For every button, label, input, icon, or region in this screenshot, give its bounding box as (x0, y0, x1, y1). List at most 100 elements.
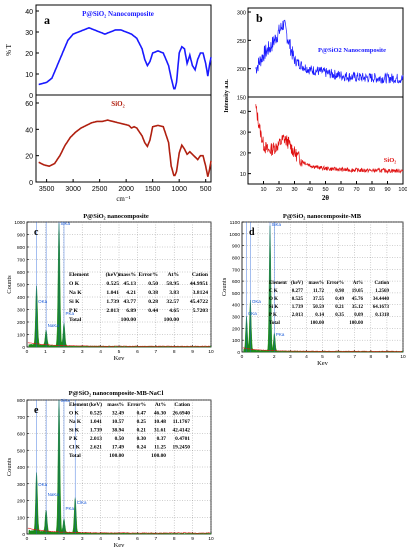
table-cell: 11.72 (313, 289, 324, 294)
table-header: Cation (375, 281, 390, 286)
x-tick-label: 70 (353, 187, 359, 193)
table-cell: 1.2569 (375, 289, 389, 294)
table-cell: 43.77 (123, 299, 136, 305)
table-cell: 46.30 (154, 411, 166, 417)
y-tick-label-lower: 30 (240, 131, 246, 137)
y-tick-label-lower: 20 (240, 151, 246, 157)
table-cell: 0.09 (354, 313, 363, 318)
table-cell: 0.49 (335, 297, 344, 302)
panel-e-eds: 100 200 300 400 500 600 700 800 0 1 2 3 4 5 6 7 8 9 10 0 OKa… (0, 378, 215, 550)
xrd-chart: b 150 200 250 300 P@SiO2 Nanocomposite 10 20 30 4… (224, 7, 407, 202)
ftir-chart: 0 10 20 30 40 P@SiO₂ Nanocomposite a 0 20 40 60 SiO… (5, 4, 212, 203)
table-header: (keV) (106, 271, 119, 278)
table-cell: 42.4142 (172, 428, 190, 434)
table-cell: 0.30 (137, 436, 147, 442)
peak-label-oka: OKa (38, 299, 48, 304)
table-cell: 1.041 (90, 419, 102, 425)
peak-label-oka: OKa (252, 299, 262, 304)
series-label-nanocomposite: P@SiO2 Nanocomposite (318, 47, 386, 54)
table-cell: C K (269, 289, 278, 294)
y-tick-label: 400 (17, 465, 25, 471)
table-cell: 0.525 (292, 297, 304, 302)
table-cell: 1.041 (106, 290, 119, 296)
y-tick-label: 500 (17, 283, 25, 289)
table-header: Element (69, 402, 88, 408)
x-tick-label: 0 (26, 349, 29, 355)
x-tick-label: 10 (208, 349, 214, 355)
table-cell: 35.12 (352, 305, 364, 310)
table-cell: 17.49 (112, 445, 124, 451)
table-cell: O K (69, 281, 80, 287)
peak-label-sika: SiKa (61, 398, 71, 403)
table-header: At% (353, 281, 363, 286)
table-cell: 0.44 (148, 308, 158, 314)
table-cell: 0.21 (137, 428, 147, 434)
y-tick-label: 900 (232, 244, 240, 250)
table-cell: 0.37 (157, 436, 167, 442)
y-axis-label: % T (5, 43, 13, 55)
y-tick-label: 700 (232, 267, 240, 273)
y-tick-label-lower: 40 (25, 127, 33, 134)
table-header: Element (269, 281, 287, 286)
table-cell: 4.65 (169, 308, 179, 314)
series-label-nanocomposite: P@SiO₂ Nanocomposite (82, 10, 154, 18)
y-tick-label: 0 (22, 532, 25, 538)
table-cell: P K (69, 308, 79, 314)
peak-label-pka: PKa (276, 332, 285, 337)
x-tick-label: 0 (26, 536, 29, 542)
table-cell: Total (69, 317, 82, 323)
y-tick-label: 100 (17, 333, 25, 339)
table-cell: P K (69, 436, 78, 442)
table-cell: 0.1318 (375, 313, 389, 318)
table-cell: 11.25 (154, 445, 166, 451)
x-axis-label: Kev (114, 355, 126, 362)
x-tick-label: 5 (118, 536, 121, 542)
y-tick-label-upper: 40 (25, 9, 33, 16)
y-tick-label: 0 (22, 345, 25, 351)
y-tick-label-upper: 20 (25, 51, 33, 58)
table-cell: 0.47 (137, 411, 147, 417)
table-cell: 44.9951 (190, 281, 208, 287)
table-cell: 45.13 (123, 281, 136, 287)
peak-label-clka: ClKa (77, 500, 87, 505)
panel-d-eds: 100 200 300 400 500 600 700 800 900 1000 1100 0 1 2 3 4… (220, 208, 407, 366)
table-cell: 100.00 (121, 317, 137, 323)
table-cell: 19.05 (352, 289, 364, 294)
x-tick-label: 1000 (171, 186, 187, 193)
y-tick-label: 700 (17, 258, 25, 264)
x-tick-label: 30 (291, 187, 297, 193)
y-tick-label: 600 (17, 432, 25, 438)
x-axis-label: Kev (317, 360, 329, 366)
table-cell: O K (69, 411, 80, 417)
table-cell: 0.4701 (175, 436, 190, 442)
series-line-nanocomposite (38, 26, 212, 90)
table-header: (keV) (89, 401, 102, 408)
peak-label-sika: SiKa (272, 222, 282, 227)
table-cell: 34.4440 (373, 297, 390, 302)
y-tick-label: 200 (232, 326, 240, 332)
peak-label-naka: NaKa (48, 323, 60, 328)
table-cell: 31.61 (154, 428, 166, 434)
y-tick-label: 200 (17, 499, 25, 505)
y-tick-label: 400 (232, 303, 240, 309)
table-cell: Na K (69, 290, 82, 296)
series-label-sio2: SiO₂ (111, 100, 124, 108)
x-tick-label: 6 (136, 536, 139, 542)
y-tick-label-upper: 10 (25, 72, 33, 79)
y-tick-label: 800 (17, 398, 25, 404)
table-cell: 3.83 (169, 290, 179, 296)
x-tick-label: 4 (99, 536, 102, 542)
table-cell: 45.4722 (190, 299, 208, 305)
x-tick-label: 3 (289, 354, 292, 360)
background-line (242, 347, 403, 352)
table-cell: 0.50 (148, 281, 158, 287)
table-cell: 32.57 (166, 299, 179, 305)
x-tick-label: 9 (191, 349, 194, 355)
background-line (27, 527, 211, 534)
table-cell: Na K (69, 419, 82, 425)
chart-title: P@SiO₂ nanocomposite-MB-NaCl (69, 390, 164, 397)
x-tick-label: 2 (273, 354, 276, 360)
y-tick-label-lower: 20 (25, 154, 33, 161)
